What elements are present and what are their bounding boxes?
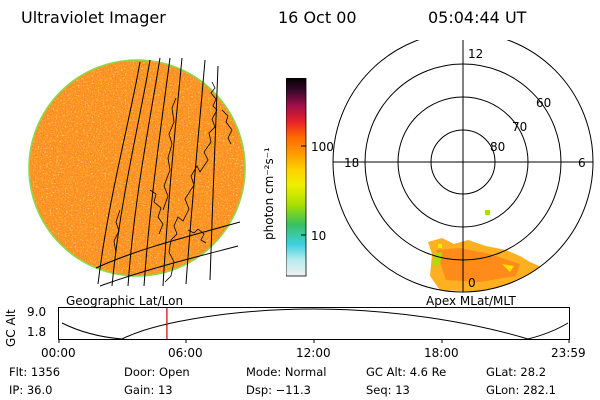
x-tick-label-1800: 18:00 [424,346,459,360]
gc-alt-axis-title: GC Alt [4,309,18,347]
x-tick-label-0600: 06:00 [168,346,203,360]
geographic-latlon-label: Geographic Lat/Lon [66,294,184,308]
gc-alt-value: GC Alt: 4.6 Re [366,365,447,379]
gain-value: Gain: 13 [124,383,173,397]
mlt-label-12: 12 [468,47,484,61]
colorbar-tick-100: 100 [311,140,334,154]
mlt-label-18: 18 [344,156,360,170]
auroral-emission [428,210,544,292]
time-label: 05:04:44 UT [428,8,527,27]
mlat-label-80: 80 [490,140,506,154]
gc-alt-tick-max: 9.0 [27,305,47,319]
uv-image-panel [28,57,246,287]
gc-altitude-curve [61,308,569,340]
mlt-label-6: 6 [578,156,586,170]
polar-plot [332,40,594,293]
colorbar [286,78,307,277]
mlat-label-60: 60 [536,96,552,110]
disk-limb [28,59,246,277]
coastlines [113,81,233,283]
flight-number: Flt: 1356 [9,365,61,379]
colorbar-tick-10: 10 [311,229,327,243]
apex-mlat-mlt-label: Apex MLat/MLT [426,294,516,308]
mode-value: Mode: Normal [246,365,327,379]
x-tick-label-1200: 12:00 [296,346,331,360]
dsp-value: Dsp: −11.3 [246,383,311,397]
mlat-label-70: 70 [512,120,528,134]
colorbar-unit-label: photon cm⁻²s⁻¹ [262,147,276,240]
geographic-lat: GLat: 28.2 [486,365,547,379]
x-tick-label-0000: 00:00 [41,346,76,360]
timeline-frame [58,307,570,340]
instrument-title: Ultraviolet Imager [21,8,166,27]
gc-alt-tick-min: 1.8 [27,325,47,339]
geographic-lon: GLon: 282.1 [486,383,556,397]
ip-value: IP: 36.0 [9,383,53,397]
date-label: 16 Oct 00 [278,8,357,27]
x-tick-label-2359: 23:59 [551,346,586,360]
door-status: Door: Open [124,365,190,379]
sequence-value: Seq: 13 [366,383,410,397]
orbit-timeline [58,307,570,343]
earth-disk-emission [29,60,245,276]
mlt-label-0: 0 [468,276,476,290]
